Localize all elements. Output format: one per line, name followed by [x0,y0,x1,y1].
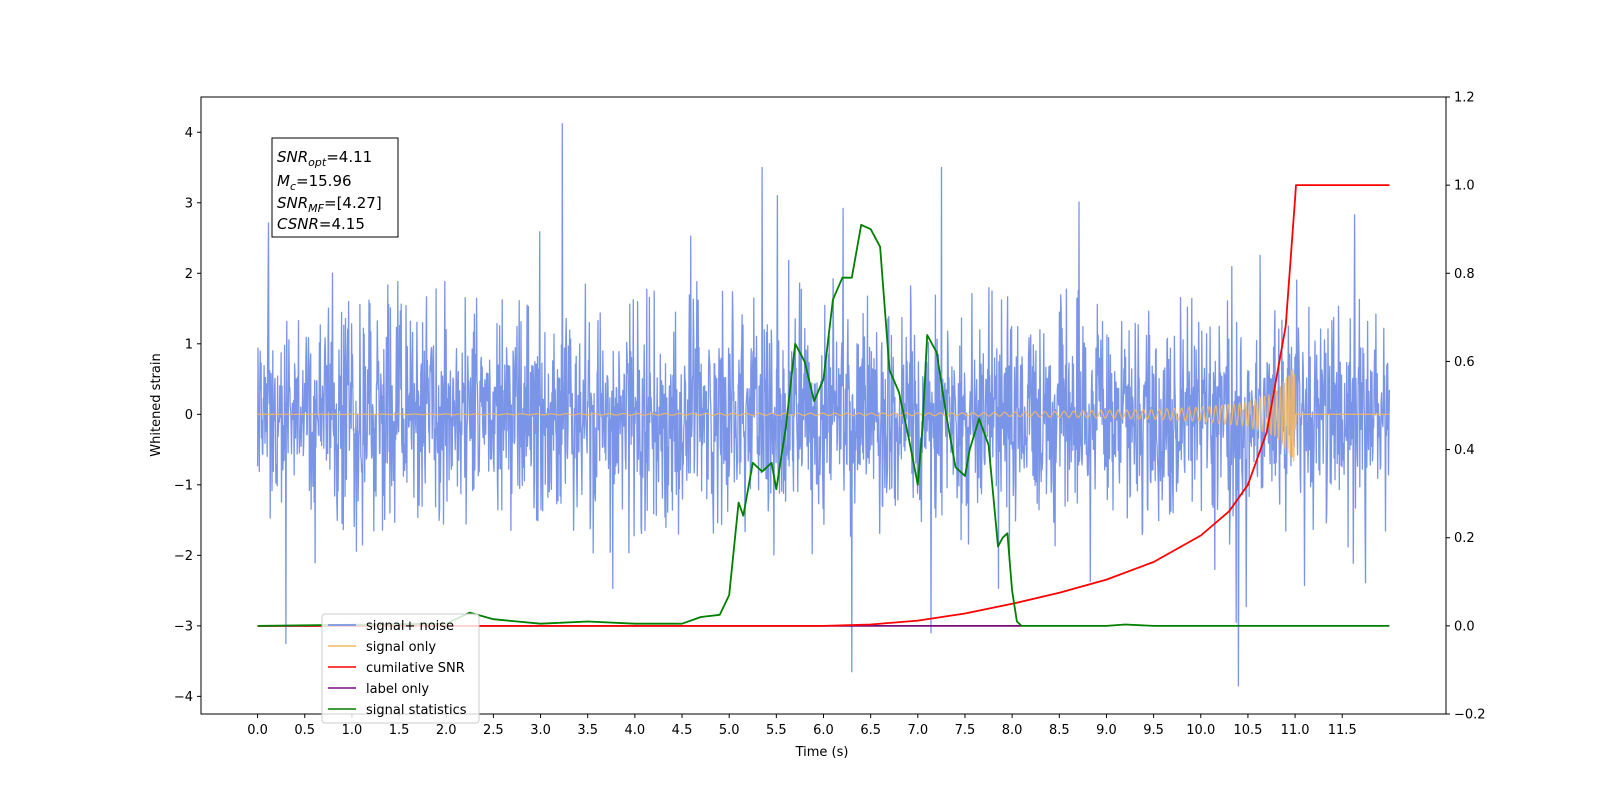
x-tick-label: 0.0 [247,723,268,738]
x-tick-label: 5.5 [766,723,787,738]
annotation-snr-mf: SNRMF=[4.27] [277,194,382,215]
series-cumulative-snr-line [257,184,1390,627]
y-tick-label: 0 [185,408,193,423]
x-tick-label: 7.5 [955,723,976,738]
x-tick-label: 9.5 [1143,723,1164,738]
y2-ticks: 1.2 1.0 0.8 0.6 0.4 0.2 0.0 −0.2 [1446,91,1486,723]
annotation-mc: Mc=15.96 [277,172,352,193]
x-tick-label: 3.0 [530,723,551,738]
annotation-box: SNRopt=4.11 Mc=15.96 SNRMF=[4.27] CSNR=4… [271,137,399,238]
x-tick-label: 11.0 [1281,723,1310,738]
y2-tick-label: 1.0 [1454,179,1475,194]
x-tick-label: 1.0 [342,723,363,738]
x-tick-label: 3.5 [577,723,598,738]
y-tick-label: −4 [174,690,193,705]
y2-tick-label: 0.6 [1454,355,1475,370]
legend-label-label-only: label only [366,682,429,697]
series-signal-noise-line [256,123,1391,687]
annotation-frame [271,137,399,238]
x-tick-label: 11.5 [1328,723,1357,738]
x-tick-label: 9.0 [1096,723,1117,738]
x-tick-label: 4.5 [672,723,693,738]
plot-data-layer [256,123,1391,687]
series-signal-only-line [257,368,1390,462]
x-tick-label: 10.0 [1186,723,1215,738]
legend-label-signal-statistics: signal statistics [366,703,467,718]
series-signal-statistics-line [257,223,1390,627]
x-tick-label: 6.0 [813,723,834,738]
annotation-csnr: CSNR=4.15 [277,215,365,233]
x-axis-label: Time (s) [795,745,849,760]
y-ticks: 4 3 2 1 0 −1 −2 −3 −4 [174,126,201,705]
x-tick-label: 5.0 [719,723,740,738]
y-axis-label: Whitened strain [149,353,164,456]
y2-tick-label: 0.2 [1454,531,1475,546]
y-tick-label: 2 [185,267,193,282]
x-tick-label: 7.0 [907,723,928,738]
y-tick-label: 1 [185,337,193,352]
y-tick-label: 3 [185,196,193,211]
y2-tick-label: 1.2 [1454,91,1475,106]
y-tick-label: −2 [174,549,193,564]
y-tick-label: 4 [185,126,193,141]
y2-tick-label: 0.4 [1454,443,1475,458]
x-tick-label: 2.0 [436,723,457,738]
x-tick-label: 2.5 [483,723,504,738]
y-tick-label: −3 [174,619,193,634]
x-tick-label: 10.5 [1233,723,1262,738]
x-tick-label: 1.5 [389,723,410,738]
x-tick-label: 6.5 [860,723,881,738]
x-tick-label: 4.0 [625,723,646,738]
legend: signal+ noise signal only cumilative SNR… [321,613,480,724]
annotation-snr-opt: SNRopt=4.11 [277,148,372,169]
y-tick-label: −1 [174,478,193,493]
x-ticks: 0.0 0.5 1.0 1.5 2.0 2.5 3.0 3.5 4.0 4.5 5.0 5.5 6.0 6… [247,714,1357,738]
legend-frame [321,613,480,724]
legend-label-signal-only: signal only [366,640,436,655]
legend-label-signal-noise: signal+ noise [366,619,454,634]
y2-tick-label: 0.0 [1454,619,1475,634]
x-tick-label: 0.5 [294,723,315,738]
y2-tick-label: 0.8 [1454,267,1475,282]
legend-label-cumulative-snr: cumilative SNR [366,661,465,676]
x-tick-label: 8.5 [1049,723,1070,738]
x-tick-label: 8.0 [1002,723,1023,738]
y2-tick-label: −0.2 [1454,708,1486,723]
